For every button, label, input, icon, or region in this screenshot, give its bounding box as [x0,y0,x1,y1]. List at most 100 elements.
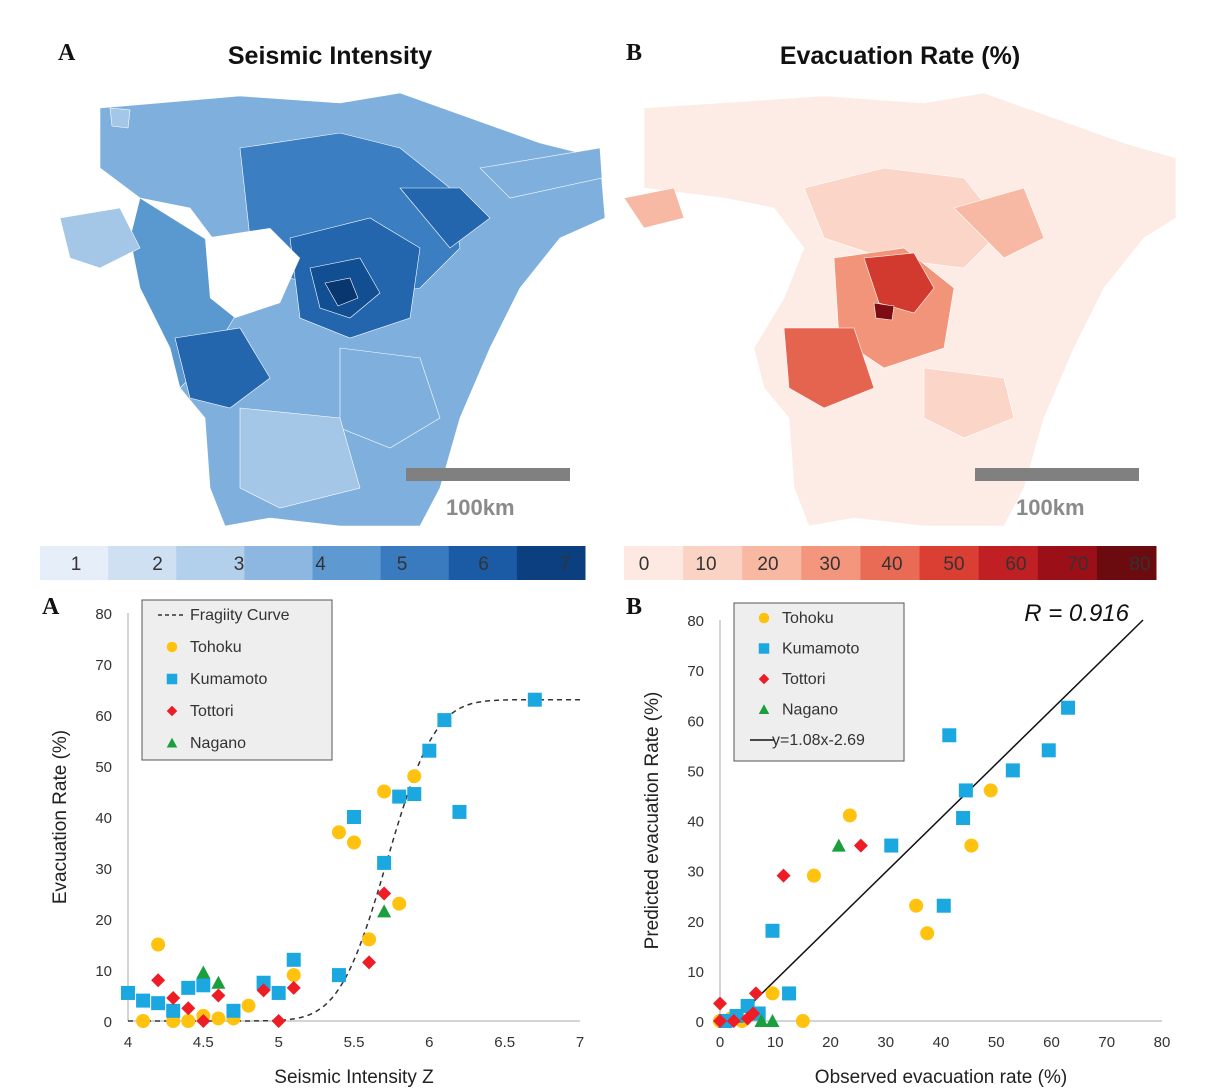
data-point [121,985,135,1000]
y-tick-label: 10 [687,964,704,981]
data-point [196,1014,211,1028]
panel-letter-map-b: B [626,40,643,66]
legend-label: Nagano [782,702,838,719]
y-tick-label: 30 [687,864,704,881]
data-point [452,804,467,819]
map-region [624,187,685,229]
legend-label: Kumamoto [190,671,267,688]
x-tick-label: 40 [933,1034,950,1051]
data-point [1005,763,1020,778]
y-axis-title: Evacuation Rate (%) [50,730,71,904]
legend-label: Nagano [190,735,246,752]
legend-label: Tottori [782,671,826,688]
data-point [884,838,899,853]
data-point [806,868,821,883]
colorbar-label: 80 [1129,554,1150,575]
y-tick-label: 80 [95,606,112,623]
colorbar-segment [448,546,518,580]
data-point [226,1003,241,1018]
panel-letter-plot-a: A [42,594,60,620]
data-point [422,743,437,758]
data-point [964,838,979,853]
map-region [239,407,361,509]
data-point [746,1006,761,1021]
colorbar-segment [516,546,586,580]
prediction-scatter-plot: 0 10 20 30 40 50 60 70 80 0 10 20 30 40 50 60 70 80 Observ… [642,600,1171,1088]
data-point [136,1014,151,1028]
data-point [942,728,957,743]
data-point [748,986,763,1001]
colorbar-segment [108,546,177,580]
colorbar-segment [1037,546,1098,580]
y-tick-label: 80 [687,613,704,630]
map-region [783,327,875,409]
colorbar-segment [683,546,743,580]
data-point [765,1014,780,1027]
map-a-title: Seismic Intensity [227,42,433,70]
data-point [196,978,211,993]
x-tick-label: 6 [425,1034,433,1051]
data-point [758,704,770,714]
colorbar-label: 1 [71,554,82,575]
data-point [758,673,770,685]
legend-label: Kumamoto [782,641,859,658]
y-tick-label: 60 [95,708,112,725]
data-point [713,996,727,1011]
colorbar-segment [312,546,382,580]
data-point [211,988,226,1003]
colorbar-label: 5 [397,554,408,575]
y-tick-label: 0 [696,1014,704,1031]
data-point [196,965,211,979]
data-point [181,1001,196,1016]
colorbar-segment [801,546,861,580]
x-tick-label: 80 [1154,1034,1171,1051]
map-a-regions [59,92,606,527]
correlation-annotation: R = 0.916 [1024,600,1129,627]
y-tick-label: 70 [95,657,112,674]
data-point [407,787,422,802]
y-tick-label: 40 [95,810,112,827]
map-region [174,327,271,409]
data-point [1041,743,1056,758]
data-point [166,737,178,748]
colorbar-segment [1096,546,1157,580]
sea-area [205,228,300,318]
legend-label: y=1.08x-2.69 [772,732,865,749]
x-tick-label: 7 [576,1034,584,1051]
data-point [1061,700,1076,715]
data-point [758,612,770,624]
y-tick-label: 20 [687,914,704,931]
legend-label: Tohoku [190,639,242,656]
data-point [853,838,868,853]
data-point [256,983,271,998]
data-point [347,835,361,850]
colorbar-label: 50 [943,554,964,575]
data-point [407,769,422,784]
data-point [909,898,924,913]
data-point [377,904,392,918]
colorbar-segment [919,546,980,580]
x-tick-label: 70 [1098,1034,1115,1051]
data-point [166,1003,181,1018]
panel-letter-map-a: A [58,40,76,66]
data-point [286,952,301,967]
data-point [936,898,951,913]
map-region [953,187,1045,259]
colorbar-label: 7 [560,554,571,575]
map-region [803,167,1005,269]
y-tick-label: 50 [687,763,704,780]
colorbar-segment [40,546,109,580]
y-tick-label: 60 [687,713,704,730]
regression-line [733,619,1144,1022]
colorbar-label: 2 [152,554,163,575]
map-b-title: Evacuation Rate (%) [779,42,1021,70]
colorbar-label: 0 [639,554,650,575]
data-point [181,980,196,995]
x-tick-label: 0 [716,1034,724,1051]
data-point [151,937,166,952]
evacuation-rate-map: 100km [624,92,1177,527]
data-point [211,975,226,989]
legend-label: Tohoku [782,610,834,627]
x-axis-title: Observed evacuation rate (%) [815,1067,1067,1088]
colorbar-label: 6 [478,554,489,575]
